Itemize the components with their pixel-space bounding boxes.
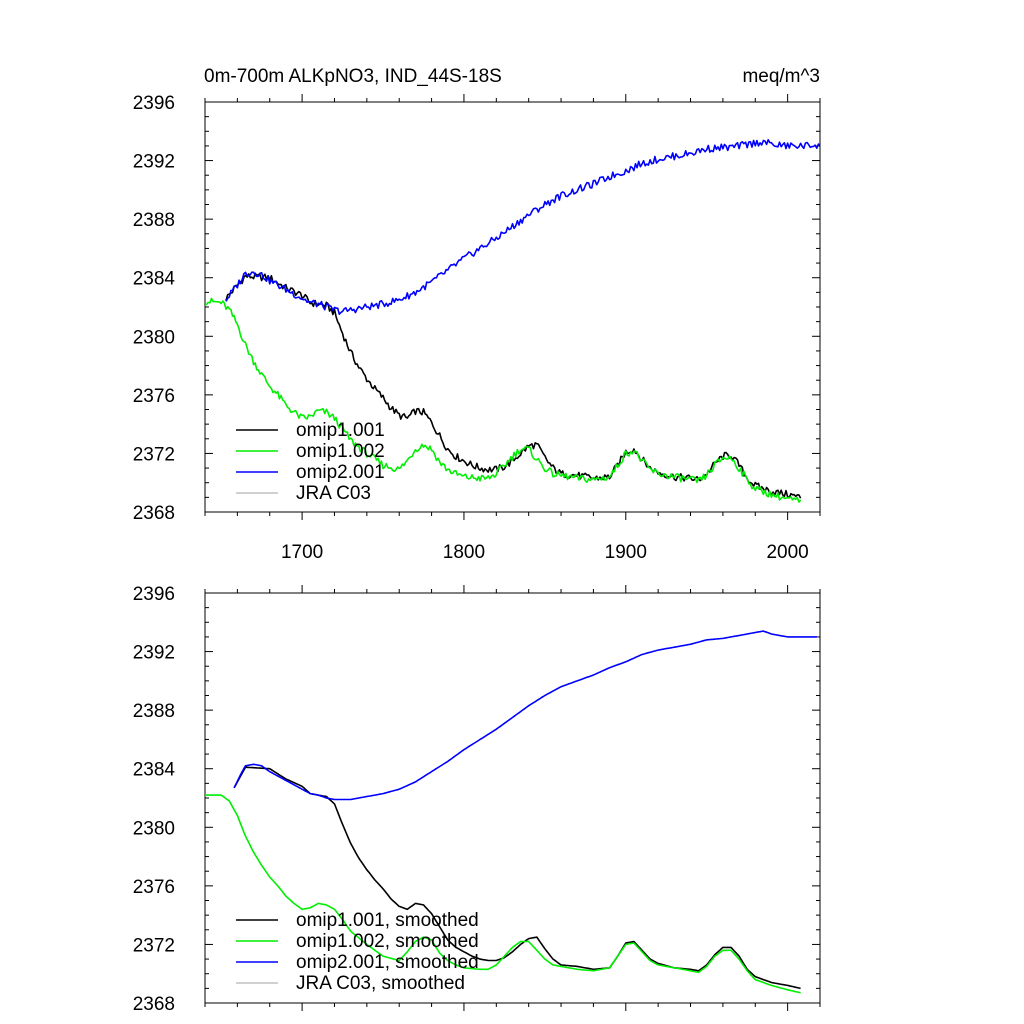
legend-label: JRA C03: [296, 483, 371, 504]
legend-label: omip2.001: [296, 462, 385, 483]
legend-label: omip1.001: [296, 420, 385, 441]
y-tick-label: 2376: [133, 386, 175, 407]
y-tick-label: 2368: [133, 503, 175, 524]
series-group: [205, 139, 820, 503]
legend-label: omip1.001, smoothed: [296, 910, 479, 931]
y-tick-label: 2380: [133, 818, 175, 839]
legend-label: omip2.001, smoothed: [296, 952, 479, 973]
y-tick-label: 2376: [133, 877, 175, 898]
panel-bottom: 2368 2372 2376 2380 2384 2388 2392 2396 omip1.00…: [133, 584, 821, 1015]
y-tick-label: 2396: [133, 93, 175, 114]
chart-title: 0m-700m ALKpNO3, IND_44S-18S: [204, 66, 502, 87]
y-tick-label: 2388: [133, 210, 175, 231]
series-line-omip2-001-smoothed: [233, 630, 817, 801]
y-tick-label: 2380: [133, 327, 175, 348]
y-tick-label: 2396: [133, 584, 175, 605]
x-tick-label: 1900: [605, 542, 647, 563]
y-tick-label: 2372: [133, 935, 175, 956]
y-tick-label: 2392: [133, 152, 175, 173]
units-label: meq/m^3: [742, 66, 820, 87]
y-tick-label: 2372: [133, 444, 175, 465]
x-tick-label: 1700: [281, 542, 323, 563]
panels: 2368 2372 2376 2380 2384 2388 2392 2396 1700 1800…: [133, 93, 821, 1015]
series-group: [205, 630, 817, 994]
x-tick-label: 2000: [766, 542, 808, 563]
x-tick-label: 1800: [443, 542, 485, 563]
legend-label: omip1.002, smoothed: [296, 931, 479, 952]
panel-top: 2368 2372 2376 2380 2384 2388 2392 2396 1700 1800…: [133, 93, 821, 563]
series-line-omip2-001: [225, 139, 820, 316]
y-tick-label: 2392: [133, 643, 175, 664]
series-line-omip1-002: [205, 297, 802, 503]
y-tick-label: 2388: [133, 701, 175, 722]
y-tick-label: 2384: [133, 269, 176, 290]
y-tick-label: 2384: [133, 760, 176, 781]
legend-label: JRA C03, smoothed: [296, 973, 465, 994]
legend-label: omip1.002: [296, 441, 385, 462]
y-tick-label: 2368: [133, 994, 175, 1015]
series-line-omip1-002-smoothed: [205, 794, 801, 994]
